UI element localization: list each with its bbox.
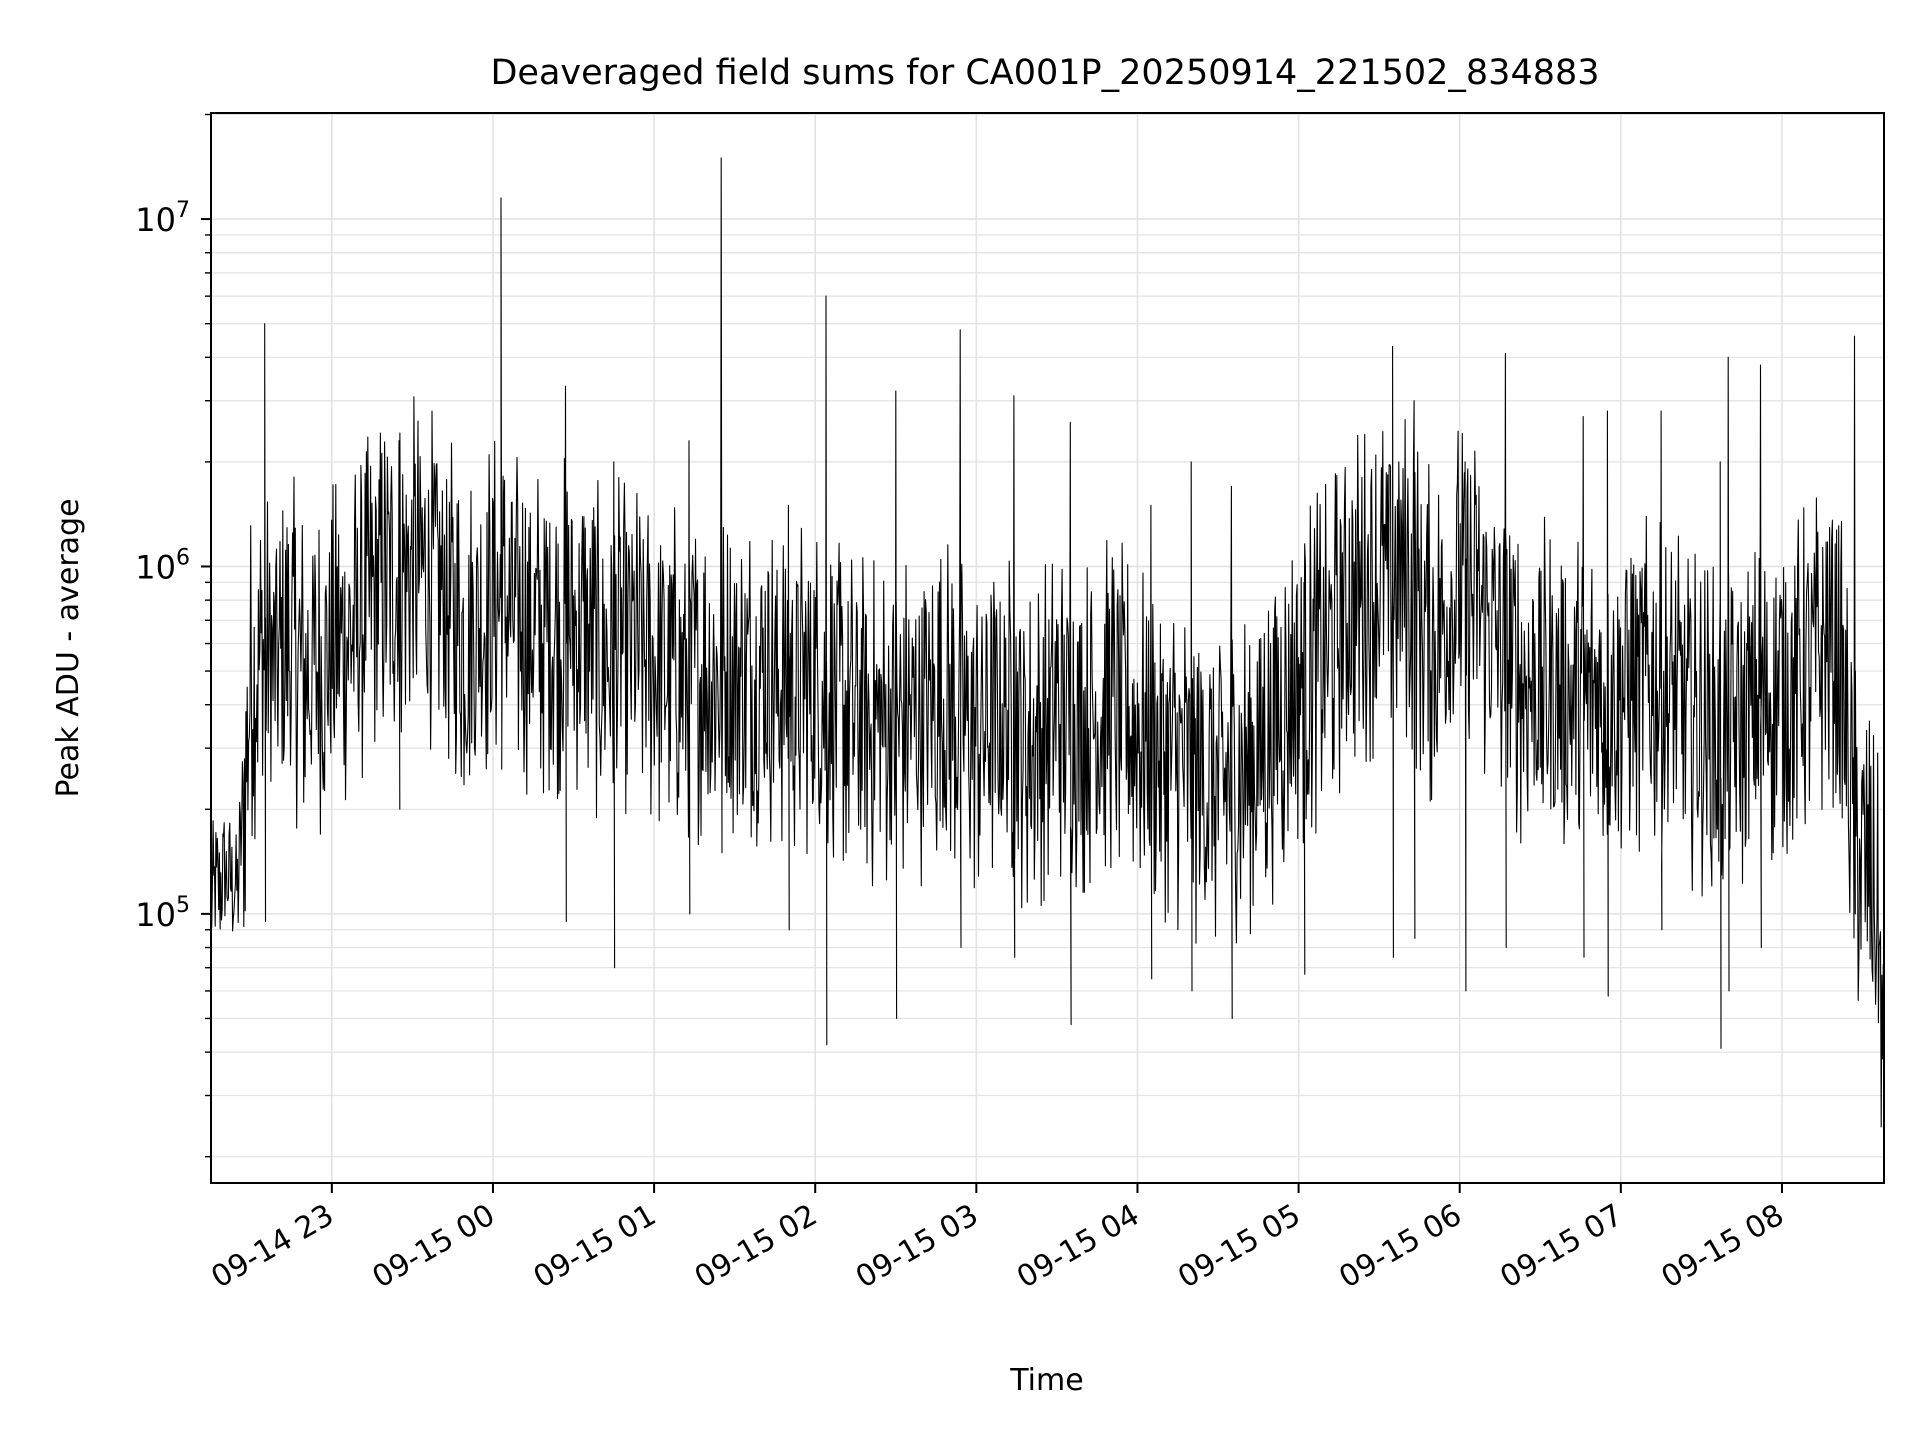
y-tick-label: 107	[135, 198, 190, 239]
x-axis-label: Time	[1009, 1363, 1083, 1398]
y-tick-label: 105	[135, 893, 190, 934]
series-group	[210, 157, 1885, 1128]
y-axis-label: Peak ADU - average	[51, 498, 86, 797]
chart-title: Deaveraged field sums for CA001P_2025091…	[490, 53, 1599, 93]
y-axis: 105 106 107	[135, 113, 211, 1158]
y-tick-label: 106	[135, 545, 190, 586]
series-line	[210, 157, 1885, 1128]
plot-frame	[210, 112, 1885, 1184]
